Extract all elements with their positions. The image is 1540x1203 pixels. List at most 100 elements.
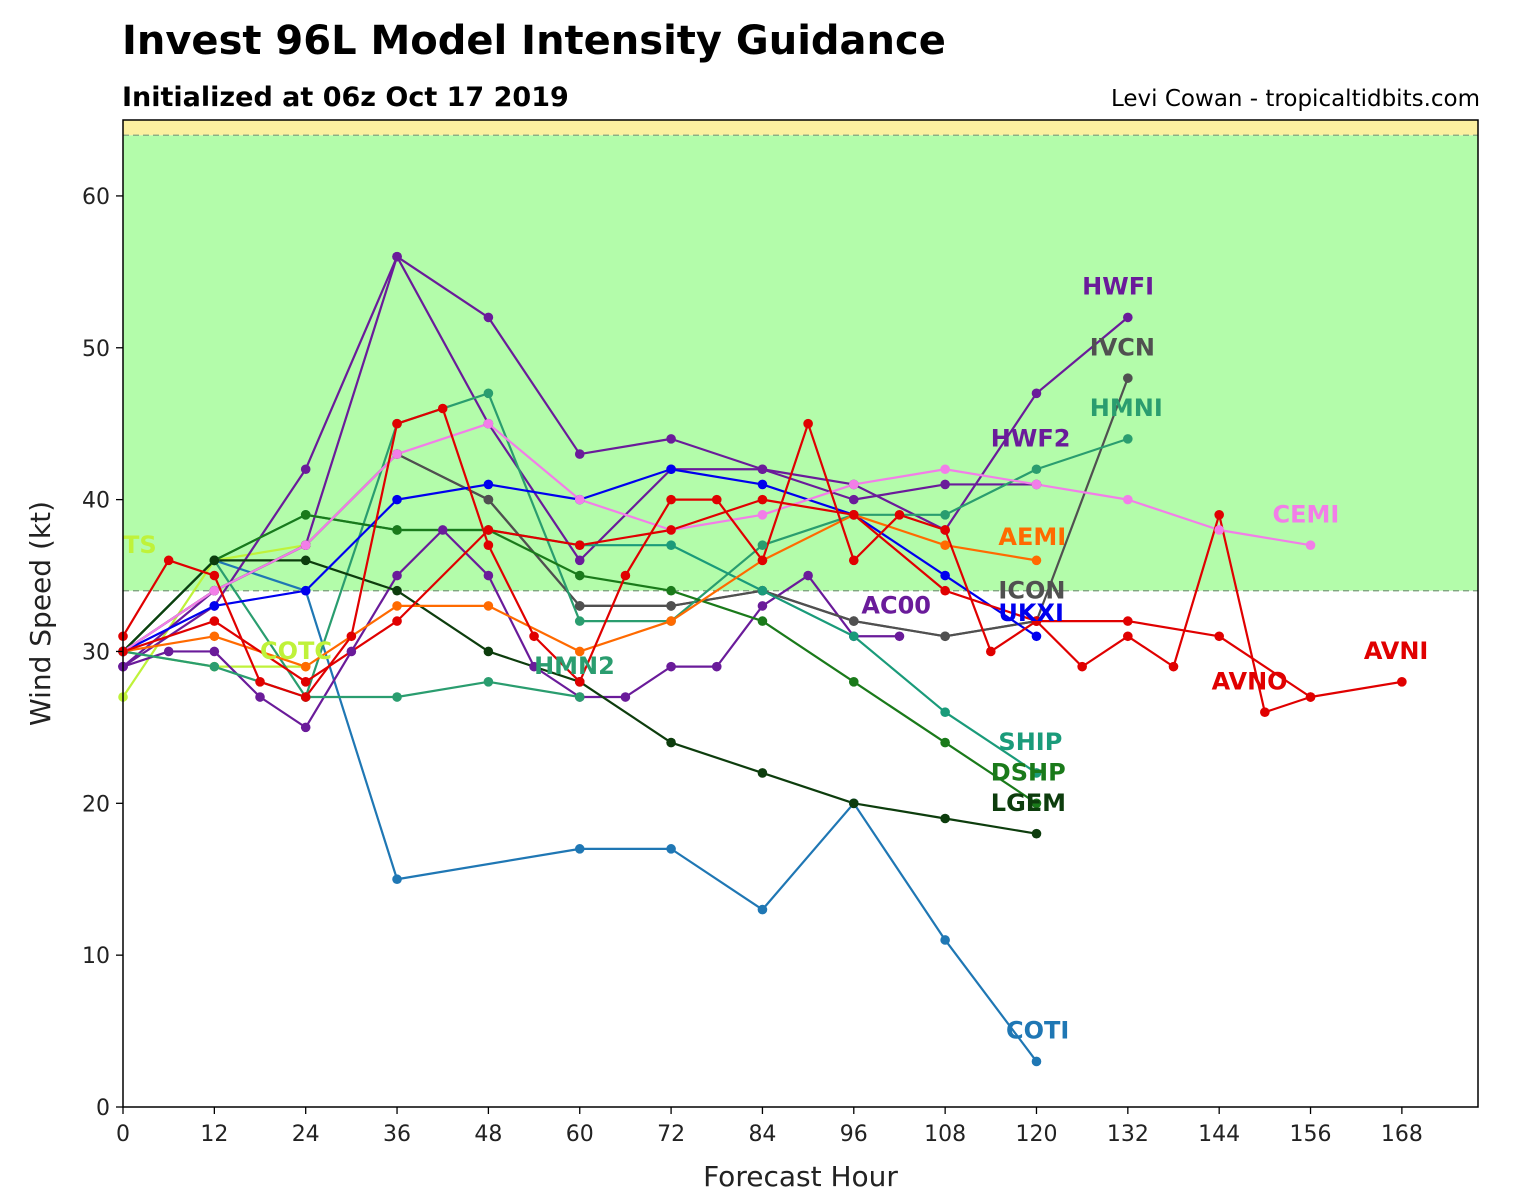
data-point-coti <box>757 904 768 915</box>
data-point-cemi <box>300 540 311 550</box>
data-point-hwfi <box>574 449 585 459</box>
x-tick-label: 156 <box>1290 1122 1332 1147</box>
data-point-ac00 <box>529 661 539 672</box>
data-point-avno <box>1214 510 1224 520</box>
data-point-avno <box>1123 631 1133 642</box>
data-point-lgem <box>483 646 494 657</box>
data-point-ivcn <box>1123 373 1133 383</box>
data-point-coti <box>1031 1056 1042 1067</box>
data-point-ac00 <box>620 692 631 702</box>
x-tick-label: 96 <box>840 1122 868 1147</box>
data-point-lgem <box>392 585 402 596</box>
data-point-ac00 <box>346 646 357 657</box>
data-point-ac00 <box>483 570 494 581</box>
data-point-avni <box>757 494 768 505</box>
data-point-hmn2 <box>483 677 494 687</box>
y-tick-label: 30 <box>82 640 110 665</box>
data-point-ac00 <box>392 570 402 581</box>
data-point-ukxi <box>209 601 220 611</box>
series-label-avno: AVNO <box>1212 667 1288 695</box>
data-point-avni <box>1031 616 1042 626</box>
data-point-hmni <box>574 616 585 626</box>
x-tick-label: 132 <box>1107 1122 1149 1147</box>
data-point-dshp <box>848 677 859 687</box>
data-point-avno <box>757 555 768 566</box>
series-line-cemi <box>122 422 1311 653</box>
data-point-cemi <box>848 479 859 490</box>
intensity-bands <box>123 120 1478 592</box>
x-tick-label: 108 <box>924 1122 966 1147</box>
data-point-dshp <box>1031 798 1042 809</box>
data-point-hwf2 <box>392 251 402 262</box>
data-point-avno <box>1260 707 1270 717</box>
series-label-aemi: AEMI <box>998 523 1066 551</box>
data-point-aemi <box>940 540 950 550</box>
chart-subtitle: Initialized at 06z Oct 17 2019 <box>122 82 569 113</box>
series-label-coti: COTI <box>1006 1017 1069 1045</box>
data-point-cemi <box>483 418 494 429</box>
data-point-coti <box>574 844 585 854</box>
data-point-avno <box>620 570 631 581</box>
data-point-cemi <box>392 449 402 459</box>
data-point-dshp <box>392 525 402 535</box>
data-point-icon <box>483 494 494 505</box>
data-point-avni <box>574 540 585 550</box>
data-point-avno <box>255 677 265 687</box>
data-point-dshp <box>757 616 768 626</box>
series-label-ts: TS <box>123 531 157 559</box>
data-point-dshp <box>300 510 311 520</box>
data-point-avno <box>483 540 494 550</box>
series-label-ship: SHIP <box>998 728 1062 756</box>
data-point-cemi <box>574 494 585 505</box>
data-point-hwfi <box>666 434 676 444</box>
series-label-avni: AVNI <box>1364 637 1429 665</box>
data-point-hmni <box>1031 464 1042 475</box>
series-label-cemi: CEMI <box>1272 500 1339 528</box>
data-point-avni <box>209 616 220 626</box>
data-point-icon <box>940 631 950 642</box>
y-tick-label: 60 <box>82 185 110 210</box>
data-point-ac00 <box>163 646 174 657</box>
data-point-avni <box>1123 616 1133 626</box>
series-label-cotc: COTC <box>260 637 332 665</box>
series-points <box>118 251 1407 1067</box>
data-point-avno <box>848 555 859 566</box>
y-axis-title: Wind Speed (kt) <box>24 501 57 726</box>
data-point-ukxi <box>392 494 402 505</box>
data-point-lgem <box>1031 828 1042 839</box>
y-tick-label: 50 <box>82 337 110 362</box>
x-tick-label: 36 <box>383 1122 411 1147</box>
data-point-ukxi <box>1031 631 1042 642</box>
data-point-lgem <box>757 768 768 778</box>
data-point-icon <box>574 601 585 611</box>
data-point-avno <box>346 631 357 642</box>
data-point-ukxi <box>940 570 950 581</box>
data-point-ship <box>848 631 859 642</box>
data-point-avno <box>529 631 539 642</box>
series-line-ac00 <box>122 528 900 729</box>
data-point-icon <box>666 601 676 611</box>
data-point-hwfi <box>300 464 311 475</box>
data-point-ac00 <box>437 525 448 535</box>
data-point-icon <box>848 616 859 626</box>
data-point-avno <box>803 418 813 429</box>
data-point-avno <box>711 494 722 505</box>
x-tick-label: 60 <box>566 1122 594 1147</box>
series-label-ivcn: IVCN <box>1090 333 1155 361</box>
data-point-coti <box>392 874 402 885</box>
data-point-dshp <box>574 570 585 581</box>
data-point-ukxi <box>757 479 768 490</box>
y-tick-label: 10 <box>82 944 110 969</box>
data-point-coti <box>666 844 676 854</box>
data-point-avno <box>1077 661 1087 672</box>
x-axis: 0 12 24 36 48 60 72 84 96 108 120 132 144 156 168 <box>116 1107 1423 1147</box>
data-point-cemi <box>209 585 220 596</box>
y-tick-label: 40 <box>82 489 110 514</box>
x-tick-label: 144 <box>1198 1122 1240 1147</box>
data-point-ship <box>757 585 768 596</box>
series-labels: TS COTC COTI HWFI HWF2 AC00 IVCN ICON HMNI HMN2 SH… <box>123 273 1428 1045</box>
data-point-coti <box>940 935 950 945</box>
series-label-ac00: AC00 <box>861 592 931 620</box>
y-tick-label: 0 <box>96 1096 110 1121</box>
